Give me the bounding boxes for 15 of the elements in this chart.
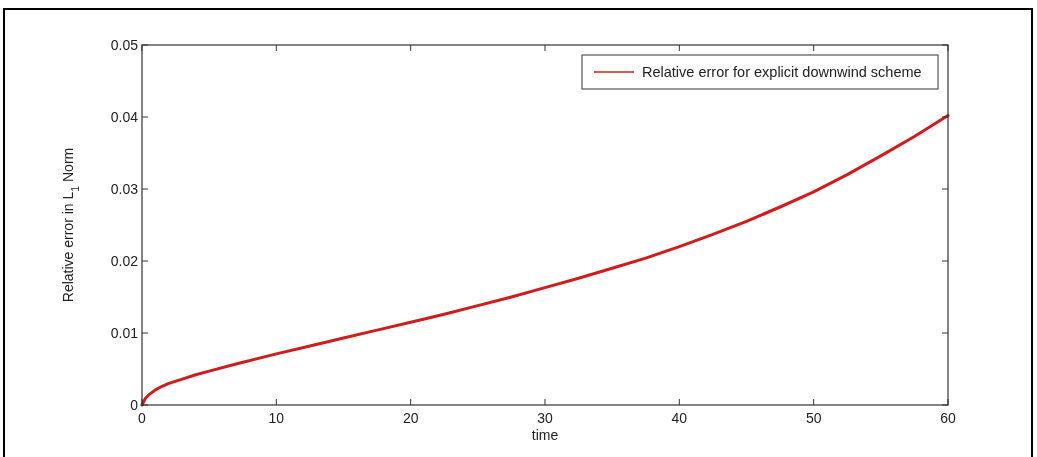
y-tick-label: 0.04 — [110, 108, 139, 125]
y-tick-label: 0 — [130, 396, 139, 413]
y-tick-label: 0.02 — [110, 252, 139, 269]
x-tick-label: 50 — [805, 410, 822, 426]
legend-label: Relative error for explicit downwind scheme — [642, 64, 922, 81]
x-tick-label: 30 — [537, 410, 553, 426]
x-tick-label: 10 — [268, 410, 285, 426]
y-tick-label: 0.03 — [110, 180, 139, 197]
y-tick-label: 0.05 — [110, 36, 139, 53]
x-tick-label: 40 — [671, 410, 688, 426]
x-axis-title: time — [531, 427, 559, 443]
line-series — [140, 114, 950, 407]
x-tick-label: 20 — [402, 410, 419, 426]
y-tick-label: 0.01 — [110, 324, 139, 341]
x-tick-label: 60 — [940, 410, 956, 426]
